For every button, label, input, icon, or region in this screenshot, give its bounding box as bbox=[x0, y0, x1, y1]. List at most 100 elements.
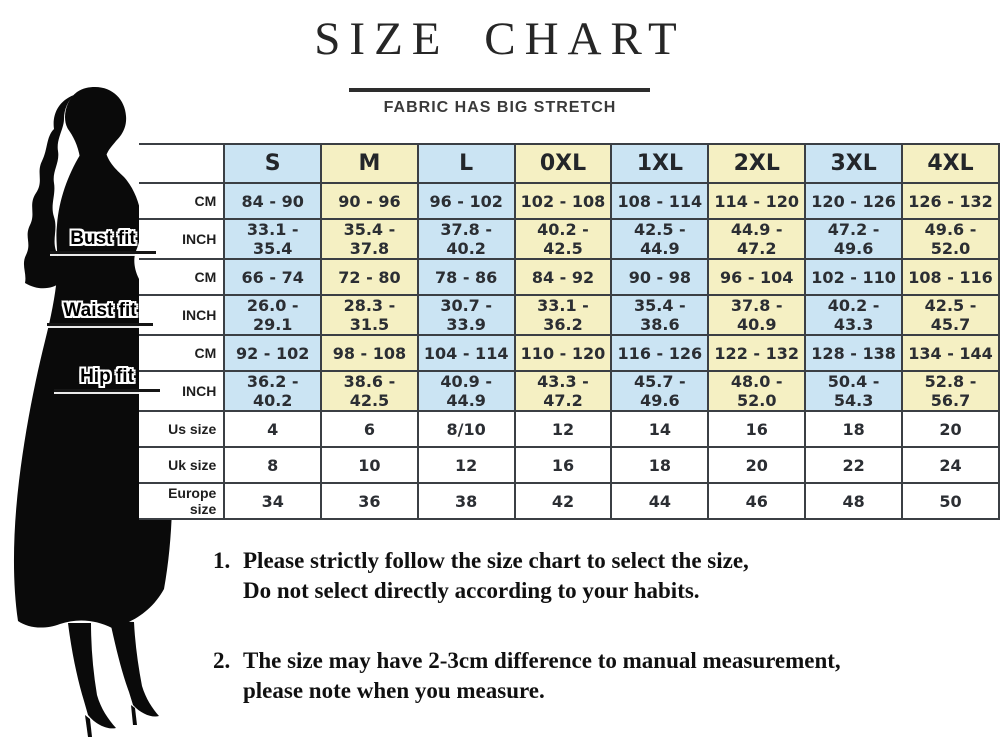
size-value-cell: 24 bbox=[901, 446, 1000, 484]
silhouette-back-leg bbox=[110, 621, 159, 717]
size-header-cell: 1XL bbox=[610, 143, 710, 184]
size-value-cell: 14 bbox=[610, 410, 710, 448]
note-1-text: Please strictly follow the size chart to… bbox=[243, 546, 893, 606]
measurement-cell: 104 - 114 bbox=[416, 334, 516, 372]
measurement-cell: 26.0 - 29.1 bbox=[223, 294, 323, 336]
note-2: 2. The size may have 2-3cm difference to… bbox=[213, 646, 893, 706]
size-value-cell: 16 bbox=[707, 410, 807, 448]
size-value-cell: 18 bbox=[804, 410, 904, 448]
measurement-cell: 40.2 - 43.3 bbox=[804, 294, 904, 336]
size-system-row: Uk size 8 10 12 16 18 20 22 24 bbox=[139, 446, 1000, 484]
unit-label: CM bbox=[139, 334, 226, 372]
note-1-line-1: Please strictly follow the size chart to… bbox=[243, 548, 749, 573]
note-2-text: The size may have 2-3cm difference to ma… bbox=[243, 646, 893, 706]
size-value-cell: 12 bbox=[416, 446, 516, 484]
measurement-cell: 134 - 144 bbox=[901, 334, 1000, 372]
silhouette-back-heel bbox=[131, 705, 137, 725]
size-table: S M L 0XL 1XL 2XL 3XL 4XL CM 84 - 90 90 - 96 96 - 1… bbox=[139, 143, 1000, 520]
bust-fit-label: Bust fit bbox=[50, 229, 156, 254]
unit-label: INCH bbox=[139, 370, 226, 412]
measurement-cell: 66 - 74 bbox=[223, 258, 323, 296]
size-system-row: Europe size 34 36 38 42 44 46 48 50 bbox=[139, 482, 1000, 520]
size-value-cell: 18 bbox=[610, 446, 710, 484]
size-header-cell: M bbox=[320, 143, 419, 184]
measurement-cell: 52.8 - 56.7 bbox=[901, 370, 1000, 412]
measurement-cell: 36.2 - 40.2 bbox=[223, 370, 323, 412]
note-2-line-1: The size may have 2-3cm difference to ma… bbox=[243, 647, 841, 673]
size-system-label: Us size bbox=[139, 410, 226, 448]
title-underline bbox=[349, 88, 650, 92]
measurement-row: INCH 36.2 - 40.2 38.6 - 42.5 40.9 - 44.9 43.… bbox=[139, 370, 1000, 412]
measurement-cell: 122 - 132 bbox=[707, 334, 807, 372]
measurement-cell: 90 - 96 bbox=[320, 182, 419, 220]
size-value-cell: 10 bbox=[320, 446, 419, 484]
silhouette-head bbox=[65, 87, 127, 158]
measurement-cell: 102 - 108 bbox=[513, 182, 613, 220]
measurement-cell: 37.8 - 40.9 bbox=[707, 294, 807, 336]
silhouette-hair bbox=[23, 95, 74, 289]
note-1: 1. Please strictly follow the size chart… bbox=[213, 546, 893, 606]
measurement-cell: 47.2 - 49.6 bbox=[804, 218, 904, 260]
size-header-cell: 2XL bbox=[707, 143, 807, 184]
measurement-cell: 110 - 120 bbox=[513, 334, 613, 372]
measurement-cell: 40.2 - 42.5 bbox=[513, 218, 613, 260]
size-system-label: Uk size bbox=[139, 446, 226, 484]
measurement-cell: 90 - 98 bbox=[610, 258, 710, 296]
size-value-cell: 38 bbox=[416, 482, 516, 520]
size-header-cell: 4XL bbox=[901, 143, 1000, 184]
measurement-cell: 30.7 - 33.9 bbox=[416, 294, 516, 336]
measurement-row: CM 66 - 74 72 - 80 78 - 86 84 - 92 90 - 98 96 … bbox=[139, 258, 1000, 296]
waist-fit-label: Waist fit bbox=[47, 301, 153, 326]
size-value-cell: 46 bbox=[707, 482, 807, 520]
measurement-cell: 72 - 80 bbox=[320, 258, 419, 296]
measurement-cell: 114 - 120 bbox=[707, 182, 807, 220]
measurement-cell: 84 - 90 bbox=[223, 182, 323, 220]
measurement-cell: 126 - 132 bbox=[901, 182, 1000, 220]
size-table-grid: S M L 0XL 1XL 2XL 3XL 4XL CM 84 - 90 90 - 96 96 - 1… bbox=[139, 143, 1000, 520]
corner-cell bbox=[139, 143, 226, 184]
measurement-cell: 38.6 - 42.5 bbox=[320, 370, 419, 412]
measurement-cell: 102 - 110 bbox=[804, 258, 904, 296]
measurement-cell: 42.5 - 45.7 bbox=[901, 294, 1000, 336]
size-value-cell: 8 bbox=[223, 446, 323, 484]
unit-label: INCH bbox=[139, 218, 226, 260]
measurement-cell: 42.5 - 44.9 bbox=[610, 218, 710, 260]
note-1-number: 1. bbox=[213, 548, 231, 573]
size-value-cell: 20 bbox=[901, 410, 1000, 448]
size-value-cell: 42 bbox=[513, 482, 613, 520]
measurement-cell: 37.8 - 40.2 bbox=[416, 218, 516, 260]
measurement-cell: 33.1 - 35.4 bbox=[223, 218, 323, 260]
size-value-cell: 8/10 bbox=[416, 410, 516, 448]
measurement-cell: 43.3 - 47.2 bbox=[513, 370, 613, 412]
size-value-cell: 50 bbox=[901, 482, 1000, 520]
size-header-cell: 0XL bbox=[513, 143, 613, 184]
note-1-line-2: Do not select directly according to your… bbox=[243, 577, 700, 603]
size-system-row: Us size 4 6 8/10 12 14 16 18 20 bbox=[139, 410, 1000, 448]
size-value-cell: 20 bbox=[707, 446, 807, 484]
measurement-cell: 44.9 - 47.2 bbox=[707, 218, 807, 260]
size-value-cell: 36 bbox=[320, 482, 419, 520]
unit-label: CM bbox=[139, 182, 226, 220]
unit-label: INCH bbox=[139, 294, 226, 336]
size-value-cell: 44 bbox=[610, 482, 710, 520]
unit-label: CM bbox=[139, 258, 226, 296]
measurement-cell: 35.4 - 38.6 bbox=[610, 294, 710, 336]
measurement-cell: 96 - 104 bbox=[707, 258, 807, 296]
size-value-cell: 22 bbox=[804, 446, 904, 484]
measurement-row: CM 84 - 90 90 - 96 96 - 102 102 - 108 108 - 1… bbox=[139, 182, 1000, 220]
measurement-row: CM 92 - 102 98 - 108 104 - 114 110 - 120 116 … bbox=[139, 334, 1000, 372]
size-value-cell: 6 bbox=[320, 410, 419, 448]
hip-fit-label: Hip fit bbox=[54, 367, 160, 392]
note-2-number: 2. bbox=[213, 647, 231, 673]
measurement-cell: 98 - 108 bbox=[320, 334, 419, 372]
size-header-cell: S bbox=[223, 143, 323, 184]
measurement-cell: 92 - 102 bbox=[223, 334, 323, 372]
size-header-cell: L bbox=[416, 143, 516, 184]
measurement-row: INCH 26.0 - 29.1 28.3 - 31.5 30.7 - 33.9 33.… bbox=[139, 294, 1000, 336]
measurement-cell: 96 - 102 bbox=[416, 182, 516, 220]
size-value-cell: 12 bbox=[513, 410, 613, 448]
measurement-row: INCH 33.1 - 35.4 35.4 - 37.8 37.8 - 40.2 40.… bbox=[139, 218, 1000, 260]
measurement-cell: 35.4 - 37.8 bbox=[320, 218, 419, 260]
measurement-cell: 116 - 126 bbox=[610, 334, 710, 372]
